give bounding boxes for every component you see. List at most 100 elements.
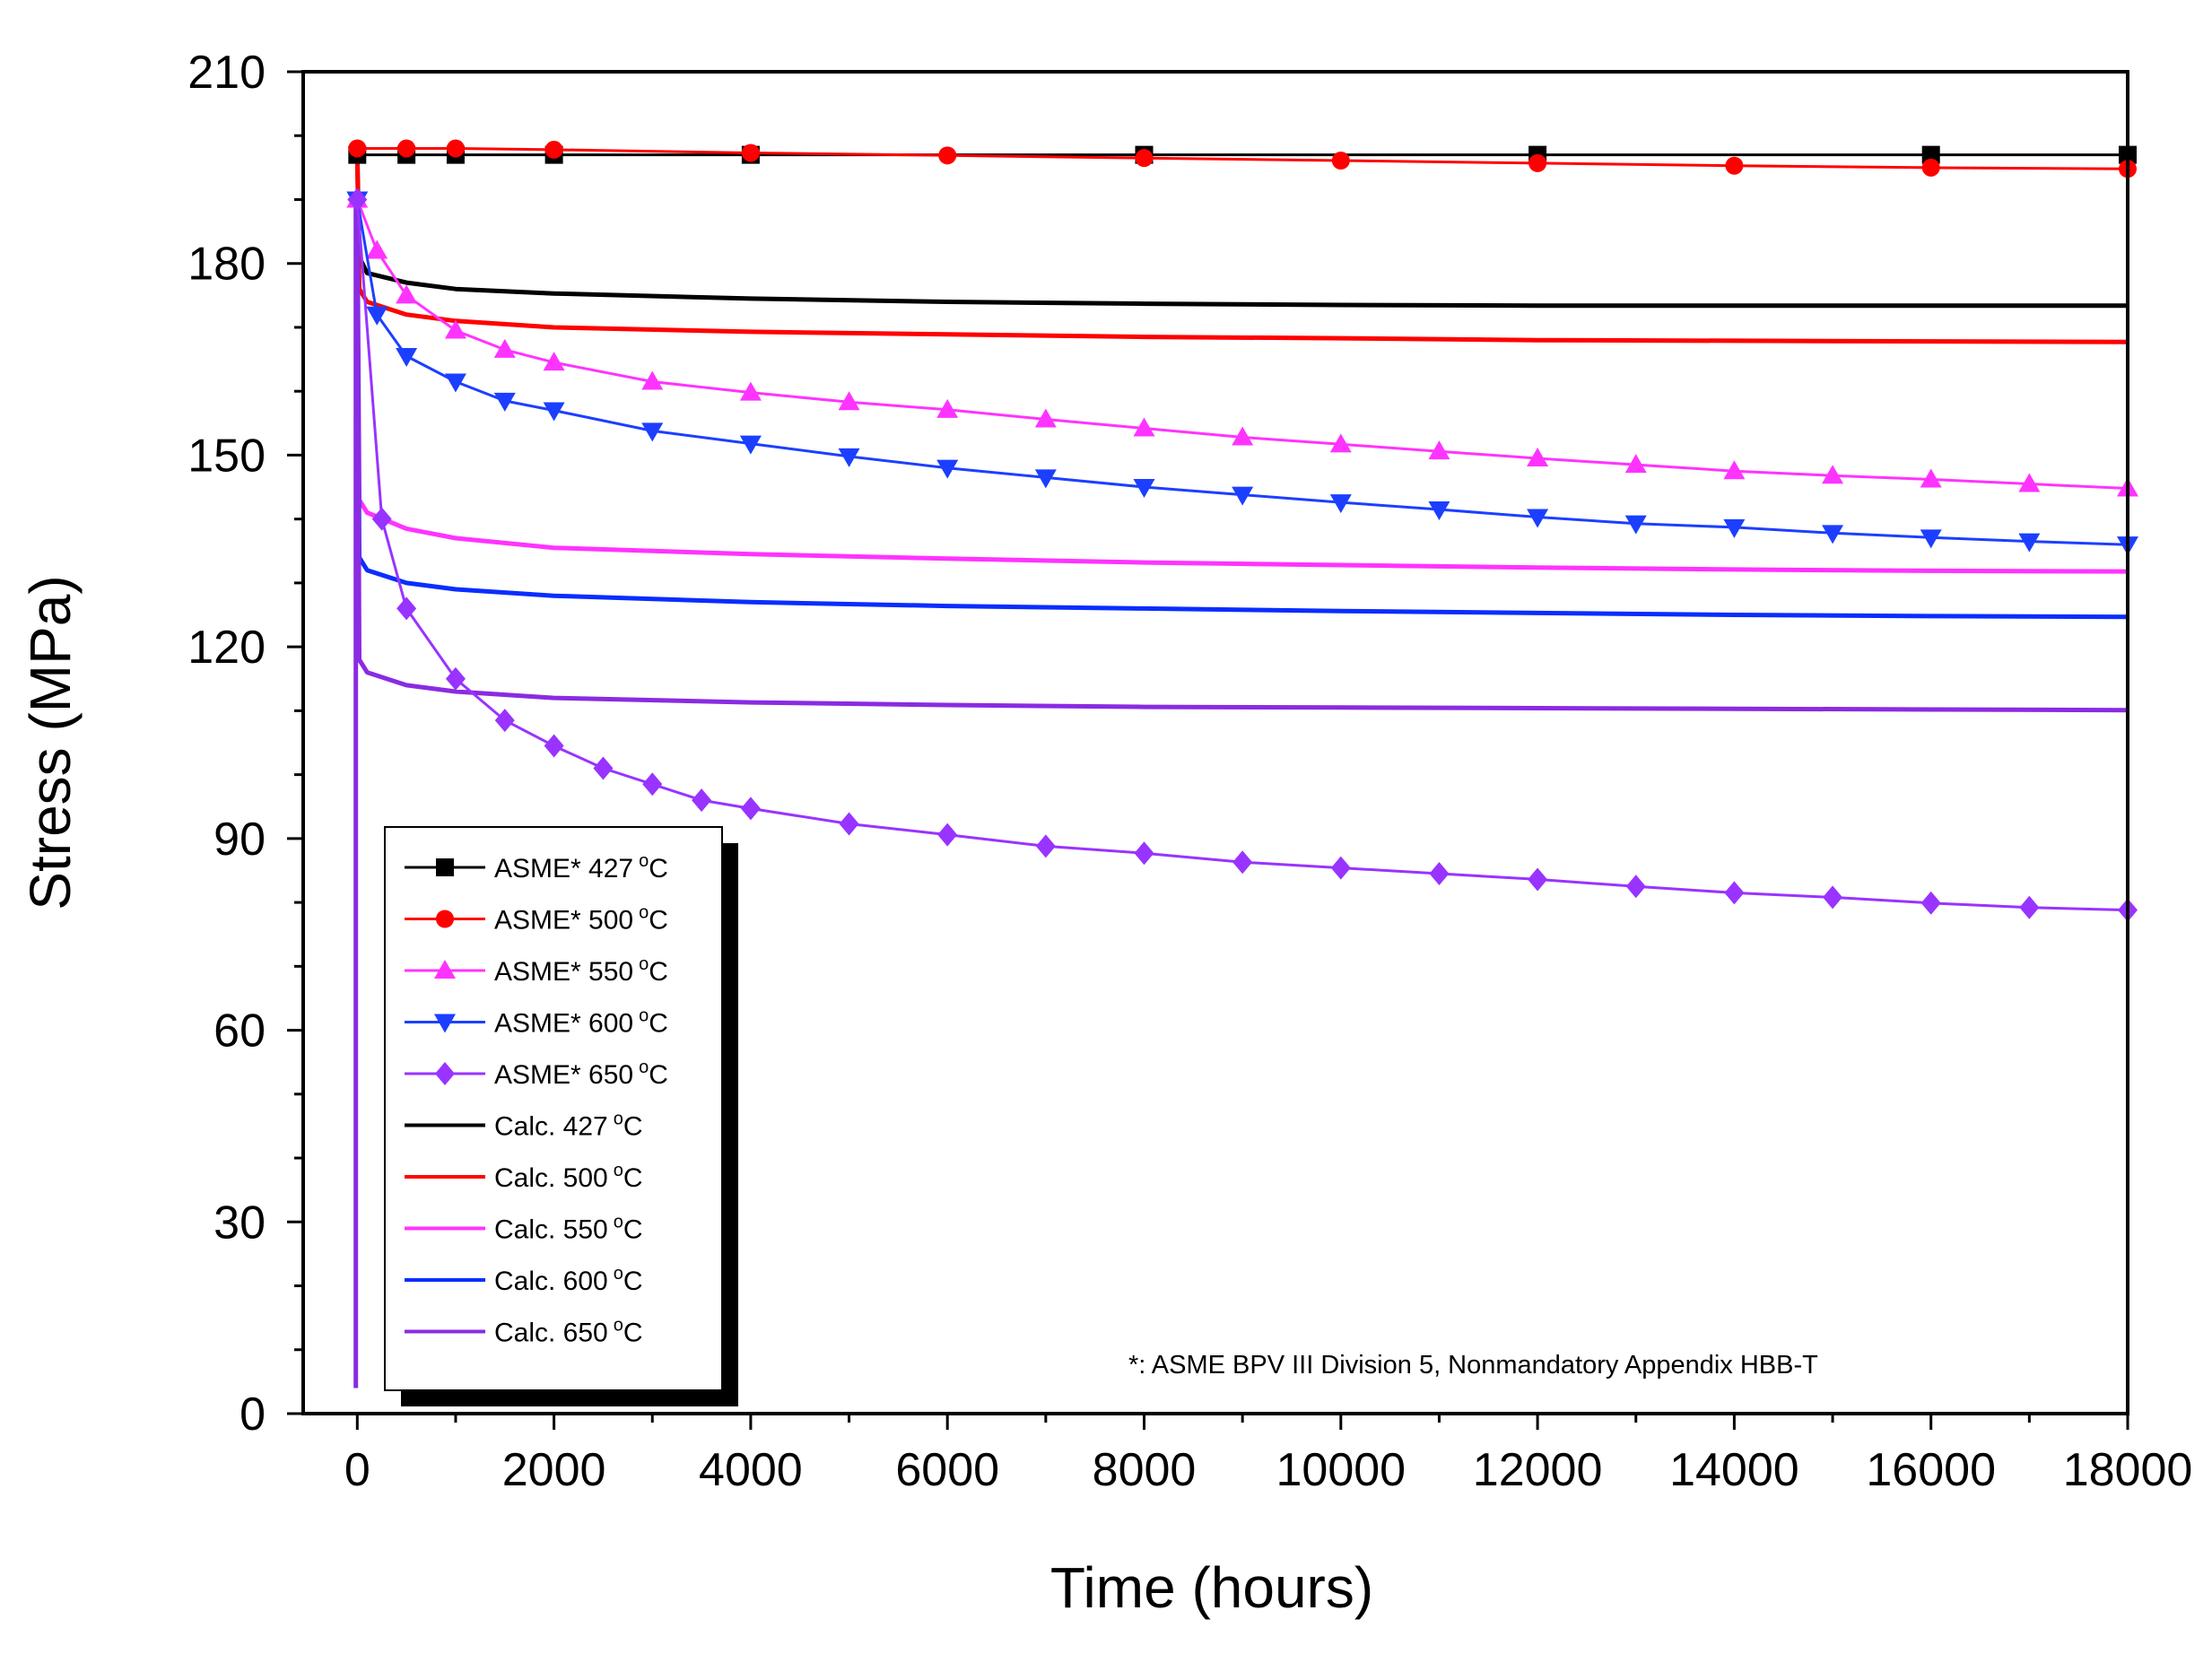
data-point	[1725, 156, 1744, 175]
legend-label: ASME* 427	[494, 854, 633, 884]
data-point	[1329, 494, 1352, 514]
legend-label: ASME* 500	[494, 906, 633, 936]
y-tick-label: 60	[213, 1005, 266, 1058]
x-tick-label: 4000	[699, 1444, 803, 1496]
legend-unit: oC	[614, 1110, 643, 1142]
data-point	[1331, 152, 1350, 170]
x-tick-label: 0	[344, 1444, 370, 1496]
legend-label: ASME* 600	[494, 1009, 633, 1039]
y-tick-label: 150	[187, 430, 266, 482]
legend-item: ASME* 500 oC	[405, 903, 668, 936]
data-point	[1330, 856, 1351, 880]
legend-item: ASME* 600 oC	[405, 1006, 668, 1039]
series-calc-600-c	[354, 199, 2129, 620]
series-line	[353, 197, 2129, 1388]
legend-swatch-marker	[434, 960, 456, 979]
data-point	[543, 352, 565, 371]
data-point	[445, 666, 466, 691]
data-point	[938, 146, 957, 165]
legend-item: Calc. 650 oC	[405, 1316, 643, 1348]
series-asme-650-c	[347, 187, 2138, 922]
data-point	[1624, 515, 1647, 535]
y-tick-label: 0	[239, 1388, 266, 1441]
data-point	[1134, 841, 1154, 866]
data-point	[446, 139, 465, 158]
data-point	[1428, 440, 1450, 460]
data-point	[2019, 895, 2040, 919]
data-point	[1920, 529, 1942, 549]
data-point	[1329, 433, 1352, 453]
series-asme-600-c	[346, 191, 2138, 556]
legend-label: Calc. 427	[494, 1112, 608, 1142]
data-point	[593, 756, 614, 780]
data-point	[397, 139, 416, 158]
legend-unit: oC	[639, 954, 668, 987]
legend-swatch-marker	[436, 910, 454, 928]
data-point	[936, 398, 959, 418]
data-point	[1921, 158, 1940, 177]
data-point	[641, 422, 664, 442]
data-point	[1034, 408, 1057, 428]
legend-label: ASME* 550	[494, 957, 633, 987]
legend-label: Calc. 550	[494, 1215, 608, 1245]
data-point	[444, 373, 466, 393]
data-point	[366, 306, 388, 326]
data-point	[396, 284, 418, 304]
plot-area	[346, 139, 2138, 1388]
series-calc-550-c	[354, 199, 2129, 574]
y-tick-label: 180	[187, 239, 266, 291]
data-point	[1528, 867, 1548, 892]
data-point	[1723, 460, 1746, 480]
legend-item: ASME* 550 oC	[405, 954, 668, 987]
series-line	[354, 154, 2129, 344]
legend-swatch-marker	[434, 1014, 456, 1033]
x-axis-title: Time (hours)	[1050, 1555, 1373, 1620]
series-asme-500-c	[348, 139, 2137, 178]
legend-item: ASME* 650 oC	[405, 1058, 668, 1090]
series-line	[354, 154, 2128, 309]
x-tick-label: 6000	[895, 1444, 999, 1496]
y-tick-label: 120	[187, 622, 266, 674]
series-line	[355, 199, 2129, 912]
series-calc-650-c	[353, 197, 2129, 1388]
data-point	[1034, 469, 1057, 489]
data-point	[1527, 509, 1549, 528]
data-point	[1232, 486, 1254, 506]
legend-unit: oC	[614, 1161, 643, 1193]
data-point	[839, 812, 859, 836]
series-line	[354, 199, 2129, 574]
legend-item: Calc. 500 oC	[405, 1161, 643, 1193]
data-point	[544, 140, 563, 159]
data-point	[936, 459, 959, 479]
data-point	[544, 734, 564, 758]
series-line	[354, 199, 2129, 620]
y-tick-label: 210	[187, 47, 266, 99]
legend-item: Calc. 427 oC	[405, 1110, 643, 1142]
data-point	[1822, 465, 1844, 484]
data-point	[1429, 862, 1450, 886]
tick-labels: 0 2000 4000 6000 8000 10000 12000 14000 16000 180…	[187, 47, 2192, 1496]
data-point	[371, 507, 392, 531]
data-point	[1232, 850, 1253, 875]
legend-label: Calc. 500	[494, 1163, 608, 1193]
data-point	[1723, 518, 1746, 538]
series-calc-500-c	[354, 154, 2129, 344]
data-point	[396, 596, 417, 621]
data-point	[1232, 426, 1254, 446]
data-point	[2018, 533, 2041, 553]
data-point	[543, 402, 565, 422]
data-point	[1822, 525, 1844, 544]
legend-unit: oC	[614, 1264, 643, 1296]
x-tick-label: 10000	[1276, 1444, 1406, 1496]
legend-item: Calc. 600 oC	[405, 1264, 643, 1296]
data-point	[740, 797, 761, 821]
y-tick-label: 90	[213, 814, 266, 866]
x-tick-label: 18000	[2063, 1444, 2193, 1496]
series-line	[355, 198, 2129, 490]
y-tick-label: 30	[213, 1197, 266, 1249]
data-point	[1528, 153, 1547, 172]
y-axis-title: Stress (MPa)	[18, 575, 83, 910]
